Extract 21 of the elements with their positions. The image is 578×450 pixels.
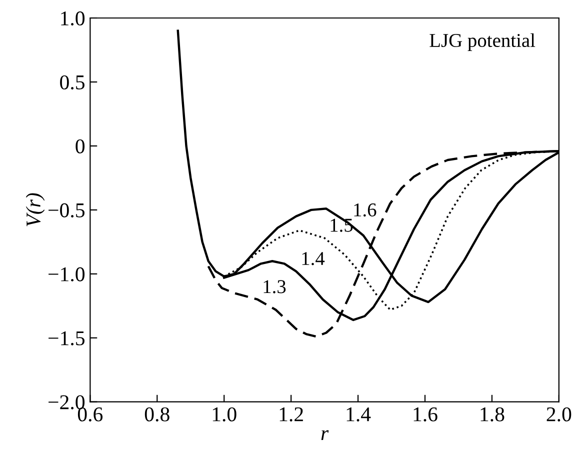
y-axis-title: V(r) <box>26 193 45 226</box>
x-tick-label: 2.0 <box>546 407 572 422</box>
y-tick-label: −0.5 <box>48 203 84 218</box>
x-tick-label: 1.8 <box>480 407 504 422</box>
x-tick-label: 1.4 <box>346 407 371 422</box>
annotation: 1.4 <box>302 252 325 266</box>
annotation: LJG potential <box>430 33 536 51</box>
y-tick-label: 0 <box>76 139 85 154</box>
x-tick-label: 1.2 <box>280 407 303 422</box>
x-axis-title: r <box>321 430 329 440</box>
annotation: 1.6 <box>354 203 376 217</box>
x-tick-label: 1.0 <box>212 407 236 422</box>
y-tick-label: 1.0 <box>61 11 85 26</box>
y-tick-label: 0.5 <box>60 75 84 90</box>
y-tick-label: −2.0 <box>48 395 85 410</box>
y-tick-label: −1.5 <box>48 331 84 346</box>
x-tick-label: 0.8 <box>144 407 170 422</box>
annotation: 1.3 <box>264 280 286 294</box>
x-tick-label: 1.6 <box>414 407 438 422</box>
y-tick-label: −1.0 <box>48 267 85 282</box>
x-tick-label: 0.6 <box>78 407 103 422</box>
